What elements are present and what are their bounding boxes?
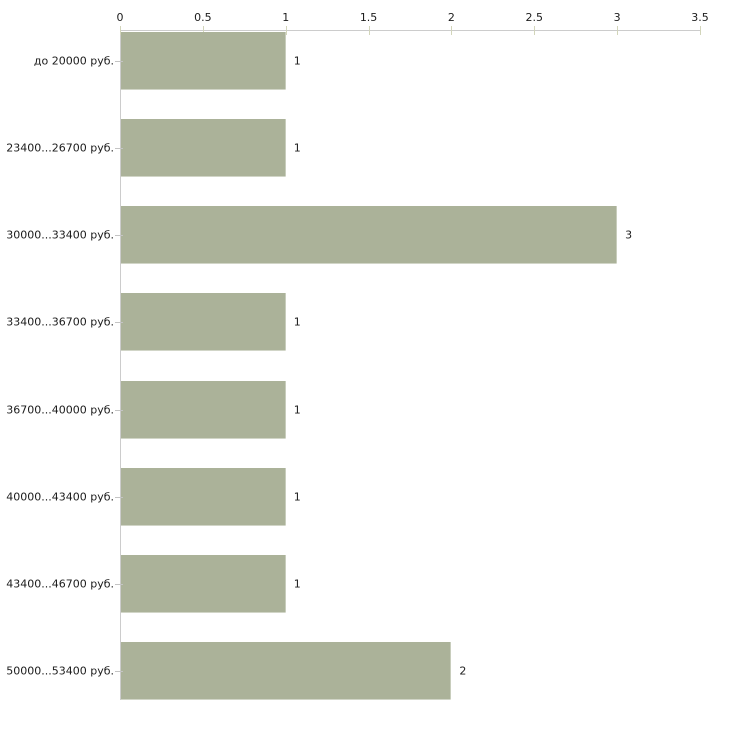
x-axis-tick: [617, 26, 619, 35]
x-axis-tick-label: 0: [116, 11, 124, 24]
x-axis-tick-label: 2.5: [525, 11, 544, 24]
category-tick: [115, 584, 123, 585]
category-tick: [115, 235, 123, 236]
category-tick: [115, 322, 123, 324]
bar: [121, 293, 286, 352]
bar: [121, 642, 452, 701]
category-tick: [115, 409, 123, 411]
bar: [121, 118, 286, 177]
x-axis-tick-label: 0.5: [194, 11, 212, 24]
category-label: до 20000 руб.: [33, 54, 114, 67]
bar-value-label: 1: [293, 403, 301, 416]
x-axis-tick-label: 3: [613, 11, 621, 24]
category-label: 40000...43400 руб.: [6, 490, 114, 504]
category-label: 36700...40000 руб.: [6, 403, 114, 416]
category-label: 50000...53400 руб.: [6, 664, 114, 678]
category-label: 23400...26700 руб.: [6, 141, 114, 155]
x-axis-tick: [285, 26, 287, 35]
bar: [121, 206, 618, 264]
bar-value-label: 1: [293, 54, 301, 67]
category-label: 33400...36700 руб.: [6, 315, 114, 329]
category-tick: [115, 496, 123, 498]
x-axis-tick: [700, 26, 701, 35]
bar: [121, 380, 286, 439]
x-axis-tick: [368, 26, 370, 35]
bar-value-label: 1: [293, 577, 301, 591]
bar-value-label: 3: [625, 228, 633, 242]
y-axis-line: [120, 30, 121, 701]
bar: [121, 555, 286, 613]
bar: [121, 31, 286, 90]
category-tick: [115, 147, 123, 149]
category-label: 43400...46700 руб.: [6, 577, 114, 591]
x-axis-tick: [202, 26, 204, 35]
x-axis-tick-label: 2: [447, 11, 455, 24]
category-label: 30000...33400 руб.: [6, 228, 114, 242]
category-tick: [115, 671, 123, 673]
x-axis-tick: [451, 26, 453, 35]
x-axis-tick-label: 1.5: [359, 11, 378, 24]
x-axis-line: [120, 30, 701, 31]
x-axis-tick-label: 3.5: [691, 11, 709, 24]
bar-value-label: 1: [293, 315, 301, 329]
category-tick: [115, 60, 123, 62]
bar-value-label: 2: [459, 664, 467, 678]
x-axis-tick-label: 1: [282, 11, 290, 24]
bar: [121, 467, 286, 526]
x-axis-tick: [534, 26, 536, 35]
x-axis-tick: [120, 26, 121, 35]
bar-value-label: 1: [293, 141, 301, 155]
bar-value-label: 1: [293, 490, 301, 504]
